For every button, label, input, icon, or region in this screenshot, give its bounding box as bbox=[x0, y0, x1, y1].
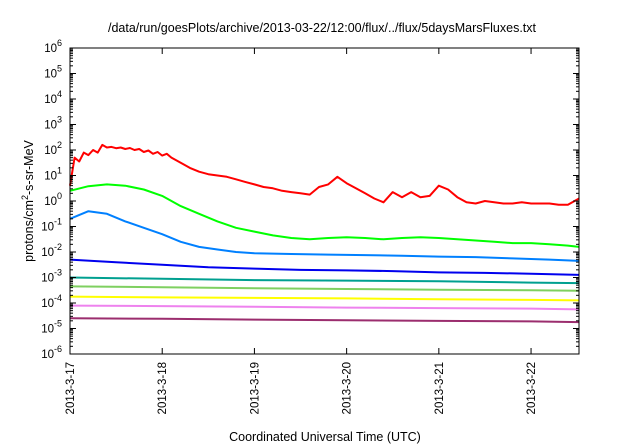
y-axis-label: protons/cm2-s-sr-MeV bbox=[20, 139, 36, 261]
series-line-2 bbox=[69, 183, 580, 248]
y-tick-label: 102 bbox=[44, 140, 62, 157]
x-tick-label: 2013-3-21 bbox=[434, 362, 446, 414]
series-line-8 bbox=[69, 304, 580, 311]
series-line-4 bbox=[69, 258, 580, 276]
y-tick-label: 106 bbox=[44, 38, 62, 55]
y-tick-label: 10-1 bbox=[41, 217, 62, 234]
x-tick-label: 2013-3-20 bbox=[342, 362, 354, 414]
y-tick-label: 10-2 bbox=[41, 242, 62, 259]
y-tick-label: 10-5 bbox=[41, 319, 62, 336]
x-tick-label: 2013-3-17 bbox=[65, 362, 77, 414]
y-tick-label: 10-4 bbox=[41, 293, 62, 310]
x-tick-label: 2013-3-18 bbox=[157, 362, 169, 414]
x-axis-label: Coordinated Universal Time (UTC) bbox=[229, 430, 421, 444]
series-line-7 bbox=[69, 295, 580, 302]
y-axis: 106 105 104 103 102 101 100 10-1 10-2 10-3 10-4 10-… bbox=[41, 38, 579, 361]
series-line-9 bbox=[69, 317, 580, 324]
series-line-6 bbox=[69, 285, 580, 292]
y-tick-label: 10-3 bbox=[41, 268, 62, 285]
y-tick-label: 100 bbox=[44, 191, 62, 208]
y-axis-label-post: -s-sr-MeV bbox=[22, 139, 36, 195]
y-tick-label: 103 bbox=[44, 115, 62, 132]
x-tick-label: 2013-3-19 bbox=[249, 362, 261, 414]
series-line-1 bbox=[69, 143, 580, 206]
y-axis-label-pre: protons/cm bbox=[22, 200, 36, 262]
chart-title: /data/run/goesPlots/archive/2013-03-22/1… bbox=[108, 21, 537, 35]
x-axis: 2013-3-17 2013-3-18 2013-3-19 2013-3-20 2013… bbox=[65, 48, 538, 414]
y-axis-label-sup: 2 bbox=[20, 195, 30, 200]
plot-series bbox=[69, 143, 580, 324]
series-line-3 bbox=[69, 210, 580, 262]
y-tick-label: 10-6 bbox=[41, 344, 62, 361]
series-line-5 bbox=[69, 276, 580, 285]
x-tick-label: 2013-3-22 bbox=[526, 362, 538, 414]
y-tick-label: 101 bbox=[44, 166, 62, 183]
y-tick-label: 105 bbox=[44, 64, 62, 81]
y-tick-label: 104 bbox=[44, 89, 62, 106]
